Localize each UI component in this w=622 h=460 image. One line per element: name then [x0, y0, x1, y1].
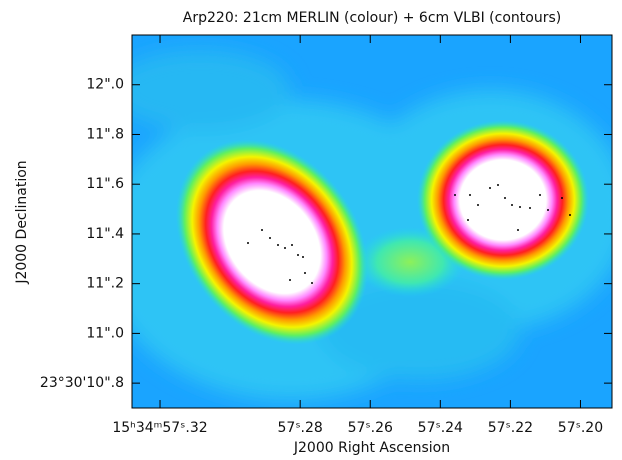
x-axis-label: J2000 Right Ascension	[293, 440, 450, 456]
y-tick-label: 11".8	[86, 126, 124, 142]
plot-frame	[131, 34, 613, 409]
y-tick-label: 12".0	[86, 77, 124, 93]
y-tick-label: 11".2	[86, 276, 124, 292]
vlbi-contours	[247, 184, 571, 284]
x-tick-label: 57ˢ.22	[488, 420, 533, 436]
chart-title: Arp220: 21cm MERLIN (colour) + 6cm VLBI …	[183, 10, 561, 26]
x-tick-label: 57ˢ.26	[348, 420, 393, 436]
y-tick-label: 11".0	[86, 325, 124, 341]
radio-image	[132, 35, 612, 408]
y-axis-label: J2000 Declination	[14, 160, 30, 284]
x-tick-label: 15ʰ34ᵐ57ˢ.32	[112, 420, 207, 436]
y-tick-label: 11".6	[86, 176, 124, 192]
y-tick-label: 23°30'10".8	[40, 375, 124, 391]
y-tick-label: 11".4	[86, 226, 124, 242]
x-tick-label: 57ˢ.24	[418, 420, 463, 436]
x-tick-label: 57ˢ.20	[558, 420, 603, 436]
x-tick-label: 57ˢ.28	[278, 420, 323, 436]
